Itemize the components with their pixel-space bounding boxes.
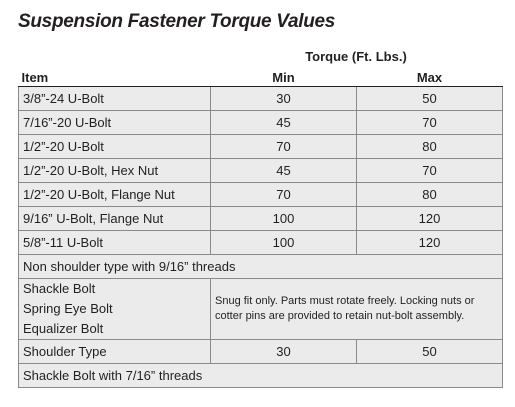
torque-table: Item Min Max 3/8”-24 U-Bolt 30 50 7/16”-20 U-… [18, 65, 503, 388]
table-row: 1/2”-20 U-Bolt 70 80 [18, 134, 503, 159]
table-cell: 80 [356, 134, 503, 159]
table-cell: Shackle Bolt with 7/16” threads [18, 363, 503, 388]
table-row: Shoulder Type 30 50 [18, 339, 503, 364]
table-cell: 45 [210, 110, 357, 135]
table-row: 1/2”-20 U-Bolt, Hex Nut 45 70 [18, 158, 503, 183]
table-cell: 100 [210, 230, 357, 255]
table-cell: Shoulder Type [18, 339, 211, 364]
table-cell: Shackle Bolt Spring Eye Bolt Equalizer Bol… [18, 278, 211, 340]
table-row: 9/16” U-Bolt, Flange Nut 100 120 [18, 206, 503, 231]
table-cell: 45 [210, 158, 357, 183]
table-cell: 1/2”-20 U-Bolt [18, 134, 211, 159]
table-cell: 50 [356, 86, 503, 111]
cell-line: Equalizer Bolt [23, 321, 104, 336]
table-cell: 120 [356, 206, 503, 231]
table-row: Shackle Bolt Spring Eye Bolt Equalizer Bol… [18, 278, 503, 340]
table-cell: 30 [210, 86, 357, 111]
column-header: Item [18, 65, 211, 87]
header-row: Item Min Max [18, 65, 503, 87]
table-cell: 70 [356, 110, 503, 135]
table-row: 7/16”-20 U-Bolt 45 70 [18, 110, 503, 135]
table-cell: 5/8”-11 U-Bolt [18, 230, 211, 255]
table-row: Non shoulder type with 9/16” threads [18, 254, 503, 279]
group-header: Torque (Ft. Lbs.) [305, 49, 407, 64]
table-row: 3/8”-24 U-Bolt 30 50 [18, 86, 503, 111]
column-header: Max [356, 65, 503, 87]
table-cell: 70 [356, 158, 503, 183]
title: Suspension Fastener Torque Values [18, 11, 336, 32]
table-cell: 9/16” U-Bolt, Flange Nut [18, 206, 211, 231]
table-cell: 3/8”-24 U-Bolt [18, 86, 211, 111]
table-row: 1/2”-20 U-Bolt, Flange Nut 70 80 [18, 182, 503, 207]
table-cell: 80 [356, 182, 503, 207]
column-header: Min [210, 65, 357, 87]
table-cell: 70 [210, 134, 357, 159]
table-cell: 7/16”-20 U-Bolt [18, 110, 211, 135]
cell-line: Spring Eye Bolt [23, 301, 113, 316]
table-cell: 70 [210, 182, 357, 207]
cell-line: Shackle Bolt [23, 281, 96, 296]
table-cell: 50 [356, 339, 503, 364]
table-cell: Non shoulder type with 9/16” threads [18, 254, 503, 279]
table-row: 5/8”-11 U-Bolt 100 120 [18, 230, 503, 255]
table-cell: Snug fit only. Parts must rotate freely.… [210, 278, 503, 340]
table-cell: 30 [210, 339, 357, 364]
table-cell: 1/2”-20 U-Bolt, Hex Nut [18, 158, 211, 183]
table-cell: 100 [210, 206, 357, 231]
table-cell: 1/2”-20 U-Bolt, Flange Nut [18, 182, 211, 207]
table-cell: 120 [356, 230, 503, 255]
table-row: Shackle Bolt with 7/16” threads [18, 363, 503, 388]
